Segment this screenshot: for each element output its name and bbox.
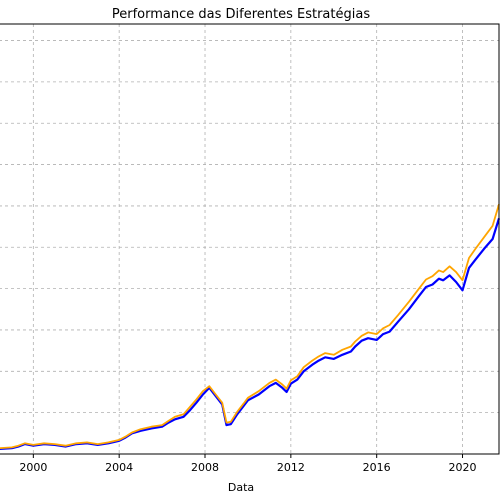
x-tick-label: 2000 (19, 461, 47, 474)
x-axis-label: Data (228, 481, 254, 494)
x-tick-label: 2008 (191, 461, 219, 474)
x-tick-label: 2004 (105, 461, 133, 474)
series-line-1 (0, 217, 500, 451)
series-layer (0, 204, 500, 451)
x-tick-label: 2012 (277, 461, 305, 474)
series-line-2 (0, 204, 500, 450)
chart-title: Performance das Diferentes Estratégias (112, 7, 370, 22)
grid-layer (0, 24, 499, 454)
x-tick-label: 2020 (449, 461, 477, 474)
x-tick-layer: 2000 2004 2008 2012 2016 2020 (19, 454, 477, 474)
x-tick-label: 2016 (363, 461, 391, 474)
plot-frame (0, 23, 500, 455)
